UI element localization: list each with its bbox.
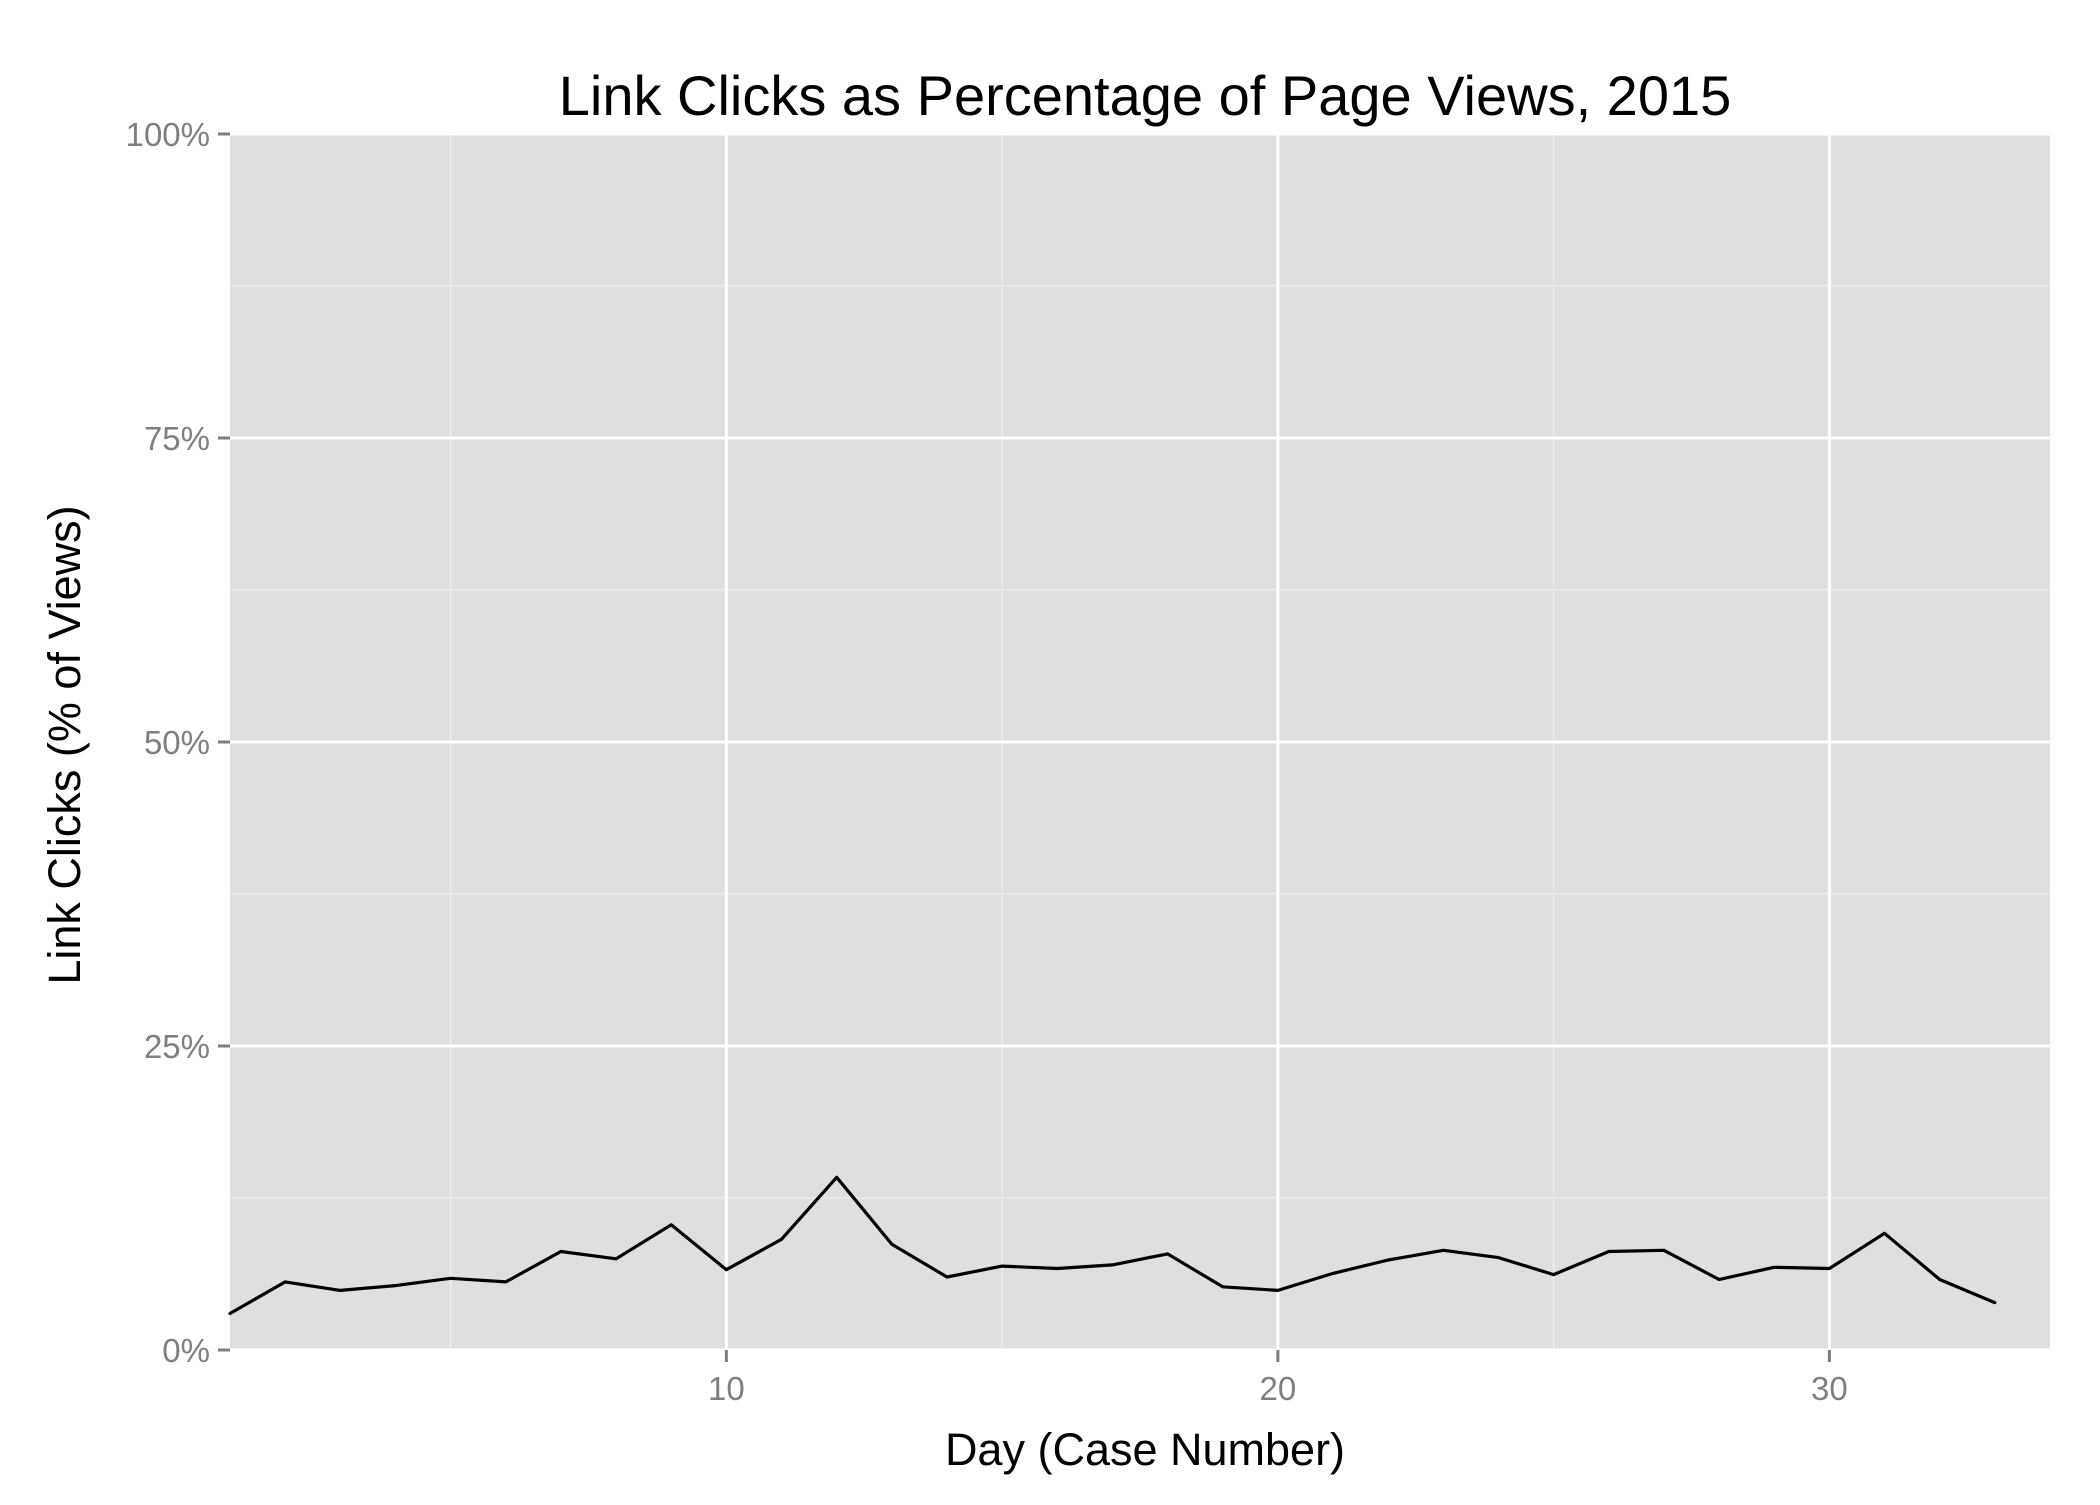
x-tick-label: 30: [1811, 1370, 1848, 1407]
y-tick-label: 0%: [162, 1332, 210, 1369]
y-tick-label: 25%: [144, 1028, 210, 1065]
plot-area: 0% 25% 50% 75% 100% 10 20 30: [126, 116, 2050, 1407]
x-tick-label: 10: [708, 1370, 745, 1407]
y-axis-title: Link Clicks (% of Views): [39, 505, 90, 984]
chart-title: Link Clicks as Percentage of Page Views,…: [559, 64, 1732, 127]
y-tick-label: 75%: [144, 420, 210, 457]
x-axis-title: Day (Case Number): [945, 1424, 1345, 1475]
y-tick-label: 100%: [126, 116, 210, 153]
x-tick-label: 20: [1260, 1370, 1297, 1407]
y-tick-label: 50%: [144, 724, 210, 761]
series-line: [228, 1175, 1997, 1316]
